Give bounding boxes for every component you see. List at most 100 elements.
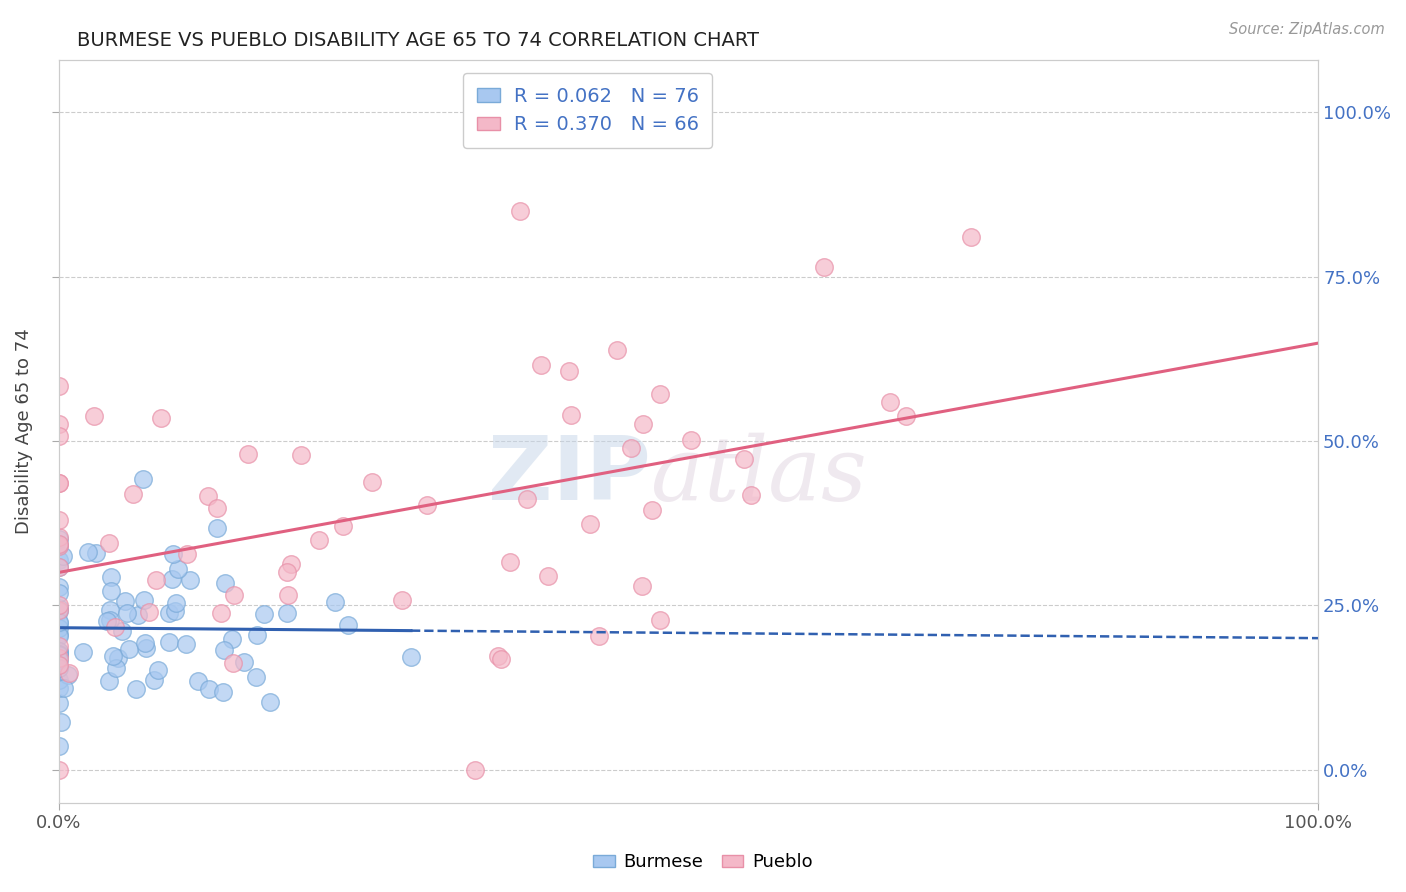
Point	[290, 448, 312, 462]
Point	[486, 649, 509, 664]
Point	[560, 408, 582, 422]
Point	[107, 651, 129, 665]
Point	[416, 499, 439, 513]
Point	[138, 605, 160, 619]
Point	[48, 539, 70, 553]
Point	[105, 661, 128, 675]
Point	[163, 603, 186, 617]
Point	[83, 409, 105, 423]
Point	[118, 641, 141, 656]
Point	[48, 645, 70, 659]
Text: BURMESE VS PUEBLO DISABILITY AGE 65 TO 74 CORRELATION CHART: BURMESE VS PUEBLO DISABILITY AGE 65 TO 7…	[77, 31, 759, 50]
Point	[813, 260, 835, 275]
Point	[104, 620, 127, 634]
Point	[48, 629, 70, 643]
Point	[222, 656, 245, 670]
Point	[58, 665, 80, 680]
Point	[98, 536, 121, 550]
Point	[578, 516, 600, 531]
Point	[360, 475, 382, 490]
Point	[214, 576, 236, 591]
Point	[232, 656, 254, 670]
Point	[179, 573, 201, 587]
Point	[52, 549, 75, 563]
Point	[174, 637, 197, 651]
Point	[48, 673, 70, 687]
Point	[209, 606, 232, 620]
Point	[588, 629, 610, 643]
Point	[631, 417, 654, 431]
Point	[48, 763, 70, 777]
Point	[48, 475, 70, 490]
Point	[48, 513, 70, 527]
Point	[157, 606, 180, 620]
Point	[48, 600, 70, 615]
Point	[135, 640, 157, 655]
Point	[537, 569, 560, 583]
Point	[98, 603, 121, 617]
Point	[197, 489, 219, 503]
Point	[648, 386, 671, 401]
Point	[619, 441, 641, 455]
Point	[100, 584, 122, 599]
Point	[48, 553, 70, 567]
Point	[740, 488, 762, 502]
Point	[103, 649, 125, 664]
Point	[48, 379, 70, 393]
Point	[280, 557, 302, 571]
Point	[391, 592, 413, 607]
Point	[51, 714, 73, 729]
Point	[160, 572, 183, 586]
Point	[145, 574, 167, 588]
Point	[48, 605, 70, 619]
Point	[606, 343, 628, 357]
Point	[323, 595, 346, 609]
Point	[48, 602, 70, 616]
Point	[530, 358, 553, 372]
Point	[879, 394, 901, 409]
Point	[509, 203, 531, 218]
Point	[76, 545, 98, 559]
Point	[48, 559, 70, 574]
Point	[205, 500, 228, 515]
Point	[246, 628, 269, 642]
Point	[48, 616, 70, 631]
Point	[336, 617, 359, 632]
Legend: R = 0.062   N = 76, R = 0.370   N = 66: R = 0.062 N = 76, R = 0.370 N = 66	[463, 73, 713, 148]
Point	[48, 417, 70, 431]
Point	[238, 447, 260, 461]
Point	[205, 521, 228, 535]
Point	[245, 669, 267, 683]
Point	[48, 639, 70, 653]
Point	[48, 428, 70, 442]
Point	[277, 588, 299, 602]
Point	[516, 492, 538, 507]
Text: Source: ZipAtlas.com: Source: ZipAtlas.com	[1229, 22, 1385, 37]
Point	[48, 661, 70, 675]
Point	[48, 538, 70, 552]
Point	[48, 532, 70, 546]
Point	[48, 580, 70, 594]
Point	[558, 363, 581, 377]
Point	[134, 636, 156, 650]
Point	[127, 608, 149, 623]
Point	[98, 673, 121, 688]
Point	[149, 411, 172, 425]
Point	[48, 537, 70, 551]
Point	[489, 652, 512, 666]
Point	[48, 598, 70, 612]
Point	[115, 607, 138, 621]
Point	[631, 579, 654, 593]
Y-axis label: Disability Age 65 to 74: Disability Age 65 to 74	[15, 328, 32, 534]
Point	[48, 657, 70, 672]
Point	[48, 586, 70, 600]
Point	[308, 533, 330, 547]
Point	[224, 588, 246, 602]
Point	[48, 651, 70, 665]
Point	[733, 451, 755, 466]
Point	[894, 409, 917, 423]
Point	[681, 433, 703, 447]
Point	[96, 614, 118, 628]
Point	[48, 647, 70, 661]
Point	[276, 566, 298, 580]
